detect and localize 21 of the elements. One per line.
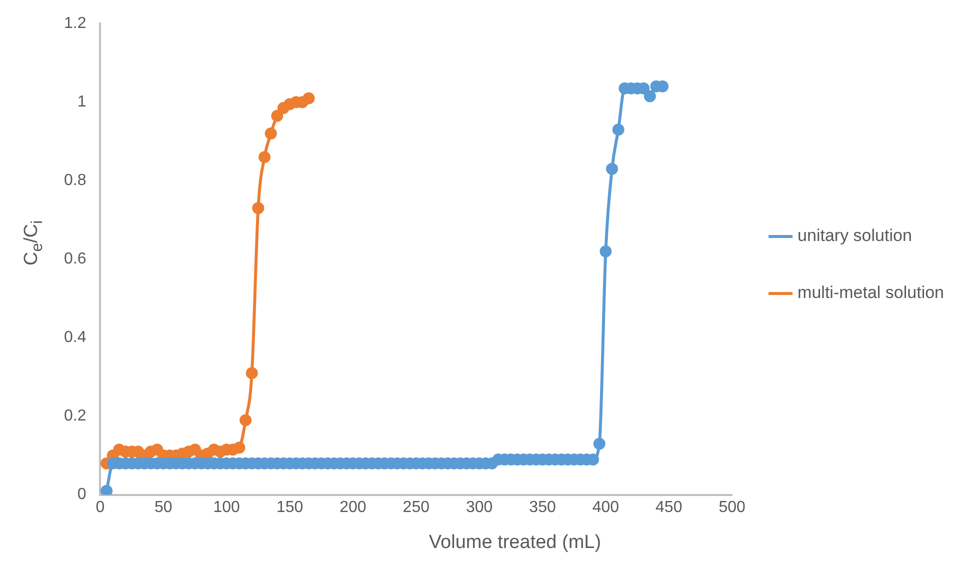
x-tick-label: 400 bbox=[592, 498, 620, 516]
x-tick-label: 0 bbox=[96, 498, 105, 516]
y-tick-label: 0 bbox=[77, 486, 86, 504]
x-tick-label: 50 bbox=[154, 498, 172, 516]
y-tick-label: 1.2 bbox=[64, 15, 86, 32]
x-tick-label: 450 bbox=[656, 498, 682, 516]
x-tick-label: 200 bbox=[340, 498, 366, 516]
legend-label: unitary solution bbox=[798, 226, 912, 246]
legend-label: multi-metal solution bbox=[798, 283, 944, 302]
x-tick-label: 350 bbox=[529, 498, 556, 516]
x-tick-label: 100 bbox=[213, 498, 240, 516]
y-tick-label: 0.8 bbox=[64, 172, 86, 190]
x-tick-label: 250 bbox=[402, 498, 430, 516]
y-tick-label: 0.2 bbox=[64, 408, 86, 425]
y-tick-label: 1 bbox=[77, 94, 86, 111]
x-tick-label: 300 bbox=[466, 498, 493, 516]
x-tick-label: 500 bbox=[718, 498, 746, 516]
y-tick-label: 0.4 bbox=[64, 329, 86, 346]
x-axis-title: Volume treated (mL) bbox=[428, 532, 602, 554]
x-tick-label: 150 bbox=[276, 498, 304, 516]
y-tick-label: 0.6 bbox=[64, 250, 86, 268]
